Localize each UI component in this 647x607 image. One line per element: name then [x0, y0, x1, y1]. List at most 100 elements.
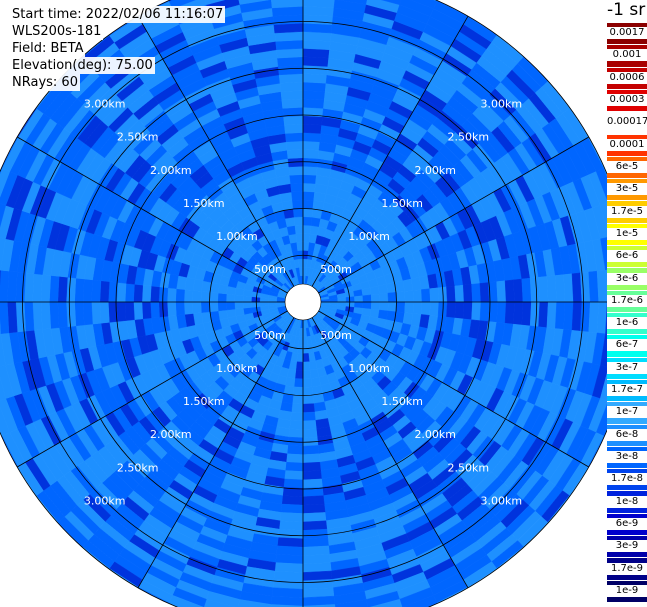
radar-cell: [267, 301, 277, 306]
radar-cell: [302, 191, 315, 201]
radar-cell: [454, 284, 465, 303]
radar-cell: [277, 56, 304, 67]
radar-cell: [302, 216, 313, 226]
radar-cell: [0, 203, 7, 228]
radar-cell: [192, 301, 202, 314]
radar-cell: [292, 395, 304, 405]
radar-cell: [302, 512, 327, 523]
radar-cell: [454, 301, 465, 320]
radar-cell: [82, 301, 93, 326]
radar-cell: [49, 301, 60, 329]
radar-cell: [65, 277, 77, 303]
radar-cell: [513, 278, 524, 303]
ring-label: 2.00km: [150, 164, 192, 177]
radar-cell: [297, 250, 304, 260]
radar-cell: [124, 283, 135, 303]
radar-cell: [479, 301, 490, 322]
radar-cell: [302, 165, 318, 176]
ring-label: 1.50km: [183, 395, 225, 408]
radar-cell: [471, 283, 482, 303]
radar-cell: [292, 386, 304, 396]
radar-cell: [504, 279, 515, 303]
radar-cell: [150, 301, 160, 319]
radar-cell: [546, 275, 557, 303]
radar-cell: [345, 296, 355, 303]
azimuth-spoke: [311, 317, 469, 588]
ring-label: 2.50km: [117, 461, 159, 474]
radar-cell: [302, 132, 321, 143]
radar-cell: [302, 182, 316, 193]
radar-cell: [337, 297, 347, 303]
radar-cell: [281, 495, 304, 506]
radar-cell: [302, 90, 326, 101]
colorbar-label: 1e-8: [607, 495, 647, 508]
ring-label: 1.00km: [348, 362, 390, 375]
radar-cell: [379, 301, 389, 312]
radar-cell: [302, 336, 308, 346]
radar-cell: [377, 284, 389, 295]
radar-cell: [299, 266, 304, 276]
ring-label: 500m: [320, 263, 352, 276]
radar-cell: [399, 587, 434, 607]
radar-cell: [133, 284, 144, 303]
radar-cell: [293, 378, 304, 388]
radar-cell: [379, 292, 389, 303]
radar-cell: [32, 301, 43, 331]
radar-cell: [274, 562, 304, 573]
colorbar-label: 1e-5: [607, 227, 647, 240]
radar-cell: [521, 277, 532, 303]
colorbar-label: 0.0017: [607, 27, 647, 40]
radar-cell: [295, 361, 304, 371]
radar-cell: [296, 241, 304, 251]
radar-cell: [203, 598, 237, 607]
radar-cell: [446, 301, 456, 319]
radar-cell: [521, 301, 532, 327]
radar-cell: [336, 0, 368, 5]
instrument-name: WLS200s-181: [10, 23, 104, 40]
azimuth-spoke: [311, 16, 469, 287]
radar-cell: [596, 269, 607, 303]
ring-label: 2.00km: [414, 428, 456, 441]
radar-cell: [370, 301, 381, 311]
radar-cell: [369, 598, 403, 607]
radar-cell: [274, 31, 304, 42]
radar-cell: [259, 301, 269, 307]
colorbar: 0.0017 0.001 0.0006 0.0003 0.00017 0.0001 6e-5…: [607, 22, 647, 602]
azimuth-spoke: [17, 136, 288, 294]
radar-cell: [446, 285, 456, 303]
radar-cell: [462, 301, 473, 320]
radar-cell: [529, 277, 541, 303]
colorbar-label: 3e-5: [607, 183, 647, 196]
radar-cell: [529, 301, 541, 327]
radar-cell: [302, 428, 318, 439]
radar-cell: [402, 594, 438, 607]
radar-cell: [225, 301, 236, 311]
radar-cell: [0, 364, 15, 399]
radar-cell: [217, 292, 227, 303]
radar-cell: [302, 64, 328, 76]
radar-cell: [421, 301, 431, 316]
azimuth-spoke: [17, 310, 288, 468]
radar-cell: [302, 369, 312, 380]
radar-cell: [242, 301, 252, 309]
radar-cell: [595, 167, 607, 201]
radar-cell: [166, 301, 177, 317]
radar-cell: [280, 90, 304, 101]
ring-label: 2.00km: [414, 164, 456, 177]
radar-cell: [237, 599, 272, 607]
ring-label: 1.50km: [183, 197, 225, 210]
elevation: Elevation(deg): 75.00: [10, 57, 155, 74]
center-blank: [284, 283, 322, 321]
radar-cell: [302, 174, 317, 184]
field-name: Field: BETA: [10, 40, 86, 57]
radar-cell: [599, 203, 607, 232]
radar-cell: [283, 478, 304, 489]
radar-cell: [370, 293, 381, 303]
radar-cell: [302, 537, 329, 548]
radar-cell: [302, 403, 315, 413]
ring-label: 500m: [254, 263, 286, 276]
radar-cell: [302, 420, 317, 430]
radar-cell: [302, 411, 316, 422]
colorbar-label: 1.7e-8: [607, 473, 647, 486]
radar-cell: [302, 81, 327, 92]
